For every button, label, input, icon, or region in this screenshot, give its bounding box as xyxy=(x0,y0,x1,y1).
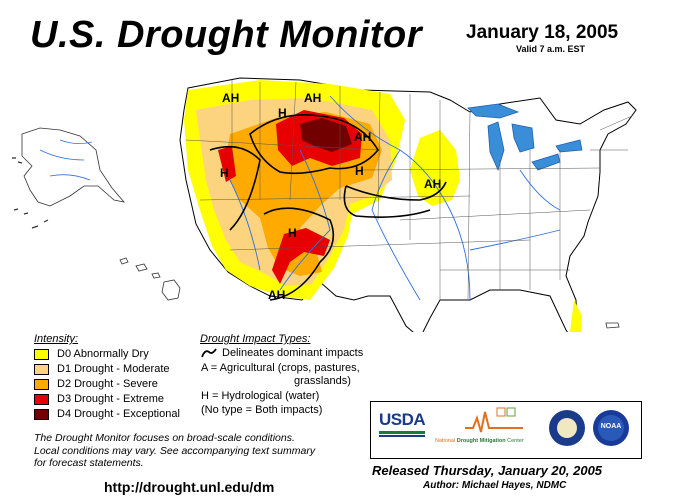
impact-line-north xyxy=(249,114,379,175)
alaska-outline xyxy=(21,127,126,207)
intensity-heading: Intensity: xyxy=(34,333,79,345)
drought-d0-florida xyxy=(570,300,582,332)
drought-map: AH AH H AH H H AH H AH xyxy=(12,77,637,332)
noaa-logo: NOAA xyxy=(593,410,629,446)
legend-swatch xyxy=(34,348,49,360)
legend-item-d3: D3 Drought - Extreme xyxy=(34,393,164,405)
ndmc-logo-icon xyxy=(465,407,523,433)
region-label: AH xyxy=(222,91,239,105)
impact-both: (No type = Both impacts) xyxy=(201,404,323,416)
impact-hydrological: H = Hydrological (water) xyxy=(201,390,320,402)
impact-agricultural-cont: grasslands) xyxy=(294,375,351,387)
release-date: Released Thursday, January 20, 2005 xyxy=(372,463,603,478)
doc-seal-icon xyxy=(549,410,585,446)
rivers xyxy=(229,95,561,301)
region-label: AH xyxy=(424,177,441,191)
legend-item-d0: D0 Abnormally Dry xyxy=(34,348,149,360)
drought-d0-midwest xyxy=(410,130,460,206)
legend-item-d4: D4 Drought - Exceptional xyxy=(34,408,180,420)
region-label: AH xyxy=(354,130,371,144)
impact-line-icon xyxy=(201,348,217,358)
impact-line-southwest xyxy=(263,207,335,301)
state-boundaries xyxy=(185,80,633,301)
puerto-rico xyxy=(605,322,620,329)
region-label: AH xyxy=(268,288,285,302)
region-label: H xyxy=(355,164,364,178)
impact-delineates: Delineates dominant impacts xyxy=(222,347,364,359)
region-label: H xyxy=(288,226,297,240)
drought-d3-nevada xyxy=(218,146,236,182)
ndmc-logo-text: National Drought Mitigation Center xyxy=(435,438,524,444)
impact-heading: Drought Impact Types: xyxy=(200,333,311,345)
legend-item-d2: D2 Drought - Severe xyxy=(34,378,158,390)
source-url[interactable]: http://drought.unl.edu/dm xyxy=(104,479,275,495)
logo-box: USDA National Drought Mitigation Center … xyxy=(370,401,642,459)
alaska-rivers xyxy=(39,139,93,181)
note-line: for forecast statements. xyxy=(34,457,144,469)
impact-line-plains xyxy=(343,181,447,218)
note-line: Local conditions may vary. See accompany… xyxy=(34,444,316,457)
region-label: H xyxy=(278,106,287,120)
aleutian-islands xyxy=(12,157,49,229)
drought-d3-southwest xyxy=(272,228,330,284)
legend-swatch xyxy=(34,408,49,420)
author: Author: Michael Hayes, NDMC xyxy=(423,480,567,491)
legend-swatch xyxy=(34,393,49,405)
region-label: AH xyxy=(304,91,321,105)
map-title: U.S. Drought Monitor xyxy=(30,14,423,56)
drought-d4 xyxy=(300,118,352,152)
usda-logo: USDA xyxy=(379,410,426,440)
impact-line-west xyxy=(209,145,261,231)
valid-time: Valid 7 a.m. EST xyxy=(516,44,586,54)
region-label: H xyxy=(220,166,229,180)
legend-swatch xyxy=(34,378,49,390)
impact-agricultural: A = Agricultural (crops, pastures, xyxy=(201,362,360,374)
note-line: The Drought Monitor focuses on broad-sca… xyxy=(34,432,295,444)
notes: The Drought Monitor focuses on broad-sca… xyxy=(34,432,364,470)
legend-item-d1: D1 Drought - Moderate xyxy=(34,363,170,375)
great-lakes xyxy=(467,103,583,172)
legend-swatch xyxy=(34,363,49,375)
hawaii-islands xyxy=(119,257,181,301)
map-date: January 18, 2005 xyxy=(466,22,619,43)
